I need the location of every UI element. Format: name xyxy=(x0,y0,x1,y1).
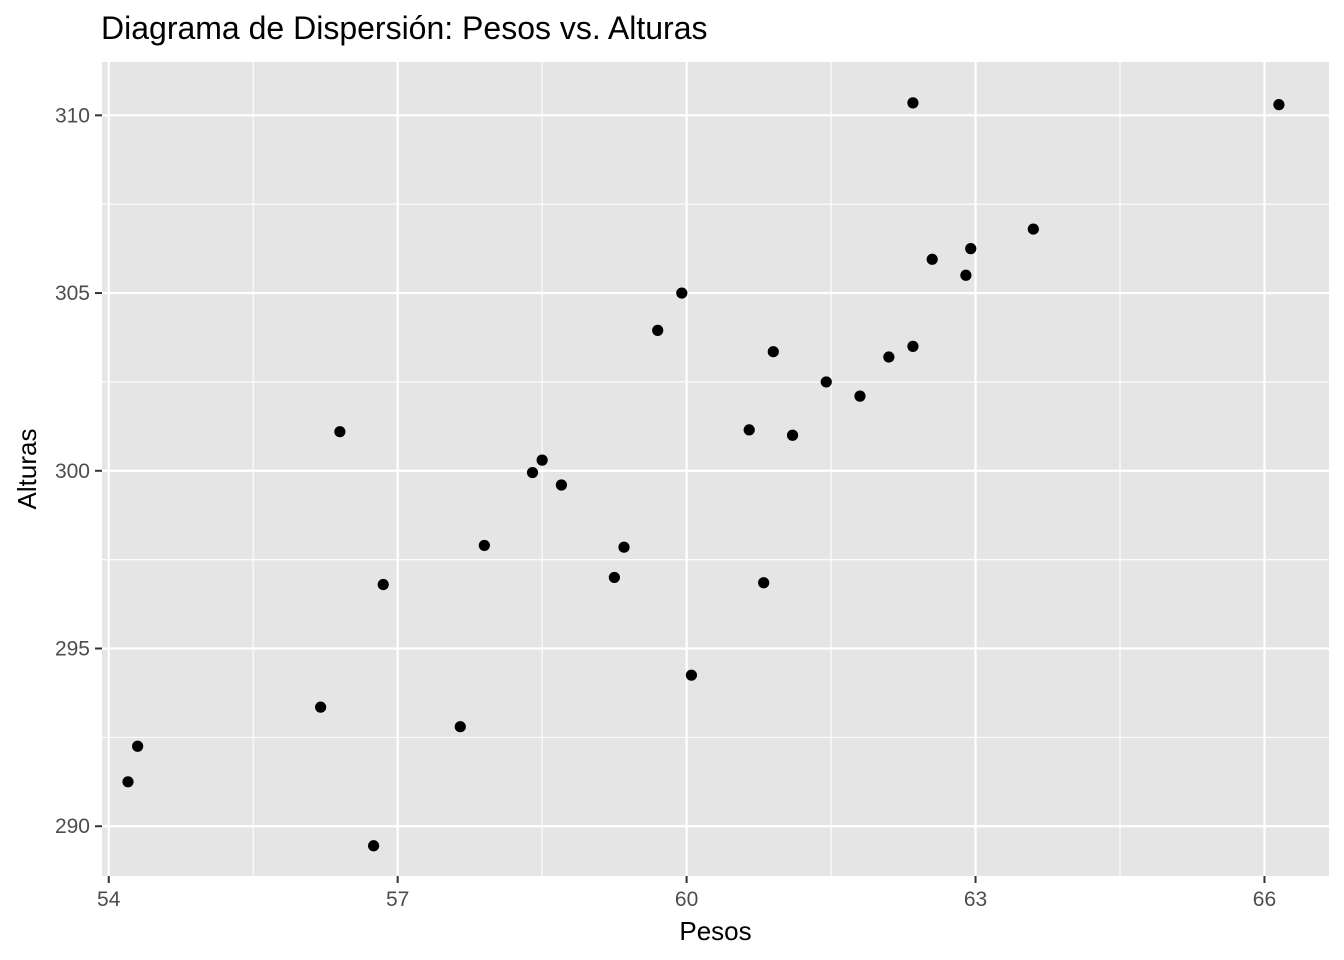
data-point xyxy=(883,351,895,363)
data-point xyxy=(377,578,389,591)
data-point xyxy=(536,454,548,466)
data-point xyxy=(334,426,346,438)
data-point xyxy=(907,97,919,109)
x-tick-label: 66 xyxy=(1253,888,1276,911)
data-point xyxy=(1273,99,1285,111)
data-point xyxy=(758,577,770,589)
data-point xyxy=(315,701,327,713)
x-tick-label: 57 xyxy=(386,888,409,911)
y-tick-label: 305 xyxy=(55,282,90,305)
data-point xyxy=(960,269,972,281)
data-point xyxy=(652,324,664,336)
data-point xyxy=(676,287,688,299)
data-point xyxy=(743,424,755,436)
data-point xyxy=(526,466,539,479)
x-axis: 54 57 60 63 66 xyxy=(97,876,1276,911)
minor-gridlines xyxy=(102,62,1329,876)
x-axis-label: Pesos xyxy=(679,916,751,946)
data-point xyxy=(1027,223,1039,235)
data-point xyxy=(965,243,977,255)
data-point xyxy=(555,479,568,491)
y-axis: 290 295 300 305 310 xyxy=(55,104,102,838)
data-point xyxy=(608,571,620,584)
data-point xyxy=(854,390,866,402)
data-point xyxy=(926,253,938,265)
data-point xyxy=(820,376,832,388)
data-point xyxy=(132,740,144,752)
chart-title: Diagrama de Dispersión: Pesos vs. Altura… xyxy=(101,10,707,46)
plot-panel xyxy=(102,62,1329,876)
data-point xyxy=(907,340,919,352)
data-point xyxy=(367,840,380,852)
y-tick-label: 310 xyxy=(55,104,90,127)
y-tick-label: 300 xyxy=(55,460,90,483)
x-tick-label: 63 xyxy=(964,888,987,911)
data-point xyxy=(478,539,490,552)
y-tick-label: 290 xyxy=(55,815,90,838)
data-point xyxy=(786,429,799,441)
data-point xyxy=(767,346,779,358)
y-tick-label: 295 xyxy=(55,638,90,661)
y-axis-label: Alturas xyxy=(12,429,42,510)
data-points xyxy=(122,97,1285,852)
x-tick-label: 54 xyxy=(97,888,121,911)
data-point xyxy=(122,776,134,788)
data-point xyxy=(454,721,466,733)
x-tick-label: 60 xyxy=(675,888,698,911)
data-point xyxy=(618,541,630,553)
data-point xyxy=(685,669,698,681)
major-gridlines xyxy=(102,62,1329,876)
